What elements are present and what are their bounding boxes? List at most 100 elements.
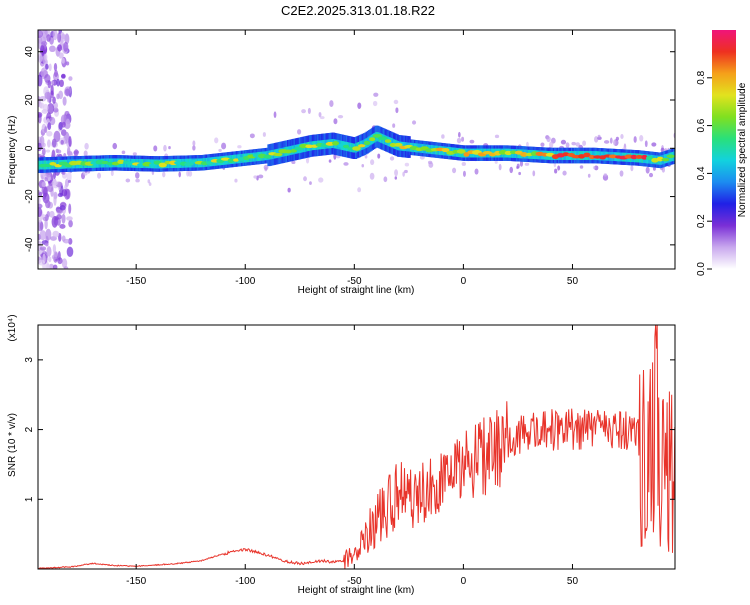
ridge-peak bbox=[49, 161, 57, 166]
snr-frame bbox=[37, 324, 676, 570]
noise-cell bbox=[60, 139, 64, 145]
noise-cell bbox=[45, 199, 51, 209]
ridge-peak bbox=[394, 142, 403, 147]
colorbar-ticks: 0.0 0.2 0.4 0.6 0.8 bbox=[696, 70, 712, 276]
speckle-cell bbox=[263, 164, 269, 170]
noise-cell bbox=[61, 121, 66, 128]
noise-cell bbox=[44, 242, 49, 247]
noise-cell bbox=[61, 73, 66, 79]
speckle-cell bbox=[575, 142, 580, 147]
noise-cell bbox=[56, 93, 60, 100]
noise-cell bbox=[38, 53, 43, 63]
colorbar-label: Normalized spectral amplitude bbox=[737, 82, 748, 217]
noise-cell bbox=[61, 57, 65, 64]
speckle-cell bbox=[83, 150, 88, 157]
noise-cell bbox=[52, 30, 58, 41]
speckle-cell bbox=[41, 181, 47, 188]
speckle-cell bbox=[395, 107, 399, 114]
x-tick-label: -150 bbox=[126, 576, 146, 587]
speckle-cell bbox=[582, 140, 587, 146]
speckle-cell bbox=[328, 159, 332, 163]
noise-cell bbox=[50, 84, 54, 96]
speckle-cell bbox=[237, 145, 242, 149]
snr-x-label: Height of straight line (km) bbox=[298, 585, 415, 596]
speckle-cell bbox=[257, 174, 264, 179]
speckle-cell bbox=[518, 171, 522, 176]
speckle-cell bbox=[343, 162, 349, 166]
noise-cell bbox=[38, 74, 43, 87]
y-tick-label: 1 bbox=[24, 496, 35, 502]
speckle-cell bbox=[462, 170, 466, 177]
noise-cell bbox=[42, 253, 46, 264]
speckle-cell bbox=[579, 165, 584, 169]
speckle-cell bbox=[56, 149, 62, 154]
speckle-cell bbox=[301, 109, 306, 114]
spectrogram-cells bbox=[38, 30, 675, 269]
ridge-peak bbox=[117, 159, 125, 165]
spectrogram-panel: -150 -100 -50 0 50 -40 -20 0 20 40 Height of str… bbox=[7, 29, 676, 296]
speckle-cell bbox=[297, 129, 302, 135]
ridge-peak bbox=[111, 161, 120, 166]
speckle-cell bbox=[587, 173, 591, 178]
speckle-cell bbox=[560, 139, 567, 145]
x-tick-label: -100 bbox=[235, 576, 255, 587]
ridge-peak bbox=[645, 155, 654, 161]
ridge-peak bbox=[237, 157, 245, 162]
speckle-cell bbox=[44, 176, 48, 182]
noise-cell bbox=[38, 30, 43, 39]
noise-cell bbox=[48, 256, 52, 263]
speckle-cell bbox=[214, 137, 219, 144]
speckle-cell bbox=[609, 137, 613, 144]
noise-cell bbox=[49, 210, 55, 218]
noise-cell bbox=[42, 216, 49, 222]
noise-cell bbox=[68, 237, 73, 245]
noise-cell bbox=[68, 136, 72, 147]
speckle-cell bbox=[112, 142, 118, 150]
ridge-peak bbox=[273, 152, 283, 157]
noise-cell bbox=[59, 79, 64, 88]
x-tick-label: 50 bbox=[567, 276, 579, 287]
speckle-cell bbox=[630, 165, 634, 172]
ridge-peak bbox=[158, 162, 167, 168]
ridge-peak bbox=[305, 144, 314, 149]
ridge-peak bbox=[589, 154, 596, 160]
snr-y-label: SNR (10 * v/v) bbox=[7, 413, 18, 477]
speckle-cell bbox=[163, 144, 167, 152]
noise-cell bbox=[46, 139, 51, 148]
speckle-cell bbox=[309, 181, 312, 185]
speckle-cell bbox=[192, 140, 196, 147]
noise-cell bbox=[57, 44, 62, 52]
speckle-cell bbox=[153, 145, 158, 152]
noise-cell bbox=[59, 205, 66, 211]
speckle-cell bbox=[135, 172, 140, 179]
noise-cell bbox=[41, 32, 47, 44]
noise-cell bbox=[46, 210, 51, 218]
speckle-cell bbox=[377, 153, 381, 159]
noise-cell bbox=[40, 41, 48, 46]
speckle-cell bbox=[619, 170, 624, 177]
ridge-peak bbox=[332, 141, 340, 146]
speckle-cell bbox=[441, 134, 445, 139]
noise-cell bbox=[61, 213, 66, 224]
noise-cell bbox=[39, 230, 47, 241]
ridge-peak bbox=[352, 146, 361, 151]
speckle-cell bbox=[318, 177, 324, 183]
x-tick-label: 0 bbox=[461, 276, 467, 287]
noise-cell bbox=[39, 102, 45, 109]
speckle-cell bbox=[509, 166, 514, 174]
ridge-peak bbox=[369, 137, 376, 142]
ridge-peak bbox=[661, 157, 670, 162]
colorbar-tick-label: 0.8 bbox=[696, 70, 707, 84]
noise-cell bbox=[59, 224, 66, 229]
noise-cell bbox=[48, 63, 52, 72]
speckle-cell bbox=[148, 182, 152, 186]
speckle-cell bbox=[411, 120, 417, 125]
speckle-cell bbox=[132, 152, 137, 156]
speckle-cell bbox=[135, 178, 140, 183]
speckle-cell bbox=[649, 172, 654, 178]
speckle-cell bbox=[319, 116, 325, 120]
speckle-cell bbox=[603, 173, 608, 177]
ridge-peak bbox=[284, 149, 293, 154]
ridge-peak bbox=[666, 154, 675, 158]
noise-cell bbox=[63, 266, 69, 269]
